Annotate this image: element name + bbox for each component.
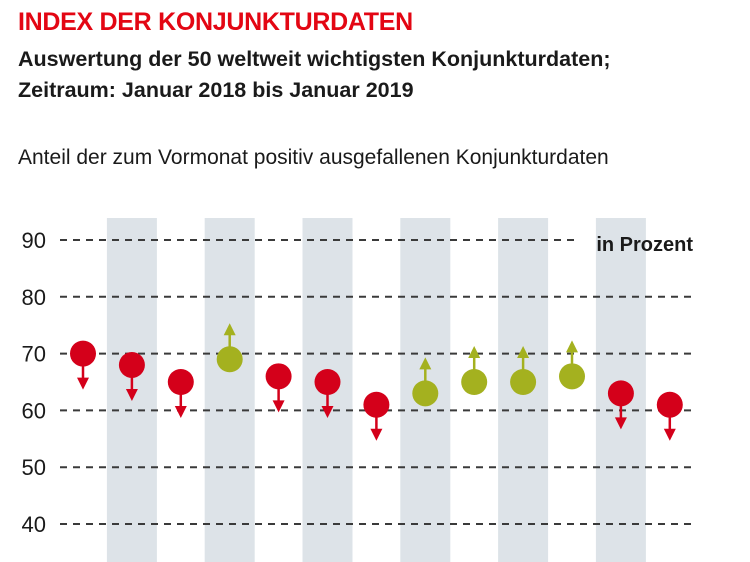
data-point [461,346,488,395]
arrow-down-icon [321,406,334,418]
arrow-up-icon [517,346,530,358]
background-band [204,218,255,562]
arrow-down-icon [614,417,627,430]
data-point [265,363,292,413]
data-point [510,346,537,395]
data-points [70,323,683,441]
subtitle-line-1: Auswertung der 50 weltweit wichtigsten K… [18,47,611,71]
point-marker [412,380,439,407]
chart-caption: Anteil der zum Vormonat positiv ausgefal… [18,146,609,169]
point-marker [70,340,96,367]
point-marker [314,369,341,395]
chart-subtitle: Auswertung der 50 weltweit wichtigsten K… [18,44,611,106]
y-tick-label: 80 [22,285,46,310]
arrow-down-icon [174,406,187,418]
data-point [314,369,341,418]
y-tick-label: 90 [22,228,46,253]
y-tick-label: 70 [22,342,46,367]
point-marker [265,363,292,390]
point-marker [510,369,537,395]
arrow-down-icon [125,388,138,401]
data-point [656,391,683,441]
data-point [118,351,145,401]
point-marker [118,351,145,378]
point-marker [559,363,585,390]
y-tick-label: 60 [22,398,46,423]
data-point [412,357,439,407]
arrow-down-icon [370,428,383,441]
background-bands [106,218,646,562]
unit-label: in Prozent [596,234,693,256]
arrow-up-icon [468,346,481,358]
point-marker [167,369,194,395]
data-point [216,323,243,373]
point-marker [363,391,390,418]
arrow-down-icon [77,377,89,390]
arrow-up-icon [419,357,432,370]
chart-title: INDEX DER KONJUNKTURDATEN [18,8,413,36]
point-marker [216,346,243,373]
y-axis: 40 50 60 70 80 90 [22,228,46,537]
arrow-down-icon [663,428,676,441]
subtitle-line-2: Zeitraum: Januar 2018 bis Januar 2019 [18,78,414,102]
point-marker [461,369,488,395]
data-point [70,340,96,390]
data-point [167,369,194,418]
point-marker [656,391,683,418]
data-point [559,340,585,390]
data-point [607,380,634,430]
y-tick-label: 50 [22,455,46,480]
point-marker [607,380,634,407]
arrow-up-icon [223,323,236,336]
arrow-up-icon [566,340,578,353]
arrow-down-icon [272,400,285,413]
y-tick-label: 40 [22,512,46,537]
data-point [363,391,390,441]
